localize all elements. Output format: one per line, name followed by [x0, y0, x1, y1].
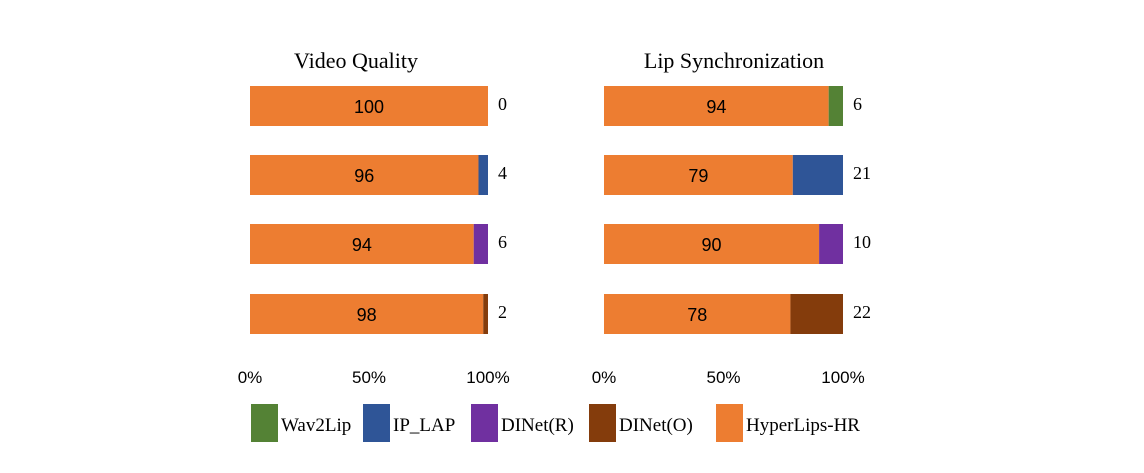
bar-segment-hyperlips — [604, 224, 820, 264]
bar-segment-hyperlips — [604, 294, 791, 334]
x-tick-label: 0% — [238, 368, 263, 387]
legend-label: Wav2Lip — [281, 415, 351, 436]
chart-title: Lip Synchronization — [644, 48, 824, 73]
legend-label: HyperLips-HR — [746, 415, 860, 436]
legend-swatch — [716, 404, 743, 442]
legend-swatch — [251, 404, 278, 442]
data-label-main: 79 — [688, 166, 708, 186]
x-tick-label: 50% — [352, 368, 386, 387]
data-label-main: 78 — [687, 305, 707, 325]
bar-segment-dinet-o- — [483, 294, 488, 334]
data-label-other: 22 — [853, 302, 871, 322]
x-tick-label: 100% — [821, 368, 864, 387]
bar-segment-ip-lap — [792, 155, 843, 195]
data-label-other: 10 — [853, 232, 871, 252]
legend-swatch — [471, 404, 498, 442]
bar-segment-hyperlips — [250, 224, 474, 264]
data-label-main: 96 — [354, 166, 374, 186]
bar-segment-dinet-r- — [473, 224, 488, 264]
bar-segment-dinet-o- — [790, 294, 843, 334]
bar-segment-dinet-r- — [819, 224, 843, 264]
bar-segment-hyperlips — [250, 155, 479, 195]
data-label-main: 100 — [354, 97, 384, 117]
bar-segment-ip-lap — [478, 155, 488, 195]
data-label-main: 98 — [357, 305, 377, 325]
bar-segment-hyperlips — [250, 86, 488, 126]
data-label-other: 4 — [498, 163, 507, 183]
data-label-main: 90 — [702, 235, 722, 255]
data-label-other: 6 — [498, 232, 507, 252]
bar-segment-hyperlips — [250, 294, 484, 334]
chart-title: Video Quality — [294, 48, 418, 73]
legend-label: IP_LAP — [393, 415, 455, 436]
data-label-other: 21 — [853, 163, 871, 183]
x-tick-label: 100% — [466, 368, 509, 387]
data-label-other: 0 — [498, 94, 507, 114]
data-label-other: 2 — [498, 302, 507, 322]
x-tick-label: 50% — [706, 368, 740, 387]
data-label-main: 94 — [352, 235, 372, 255]
legend-label: DINet(R) — [501, 415, 574, 436]
bar-segment-wav2lip — [828, 86, 843, 126]
legend-label: DINet(O) — [619, 415, 693, 436]
legend-swatch — [589, 404, 616, 442]
bar-segment-hyperlips — [604, 86, 829, 126]
bar-segment-hyperlips — [604, 155, 793, 195]
data-label-main: 94 — [706, 97, 726, 117]
data-label-other: 6 — [853, 94, 862, 114]
x-tick-label: 0% — [592, 368, 617, 387]
legend-swatch — [363, 404, 390, 442]
